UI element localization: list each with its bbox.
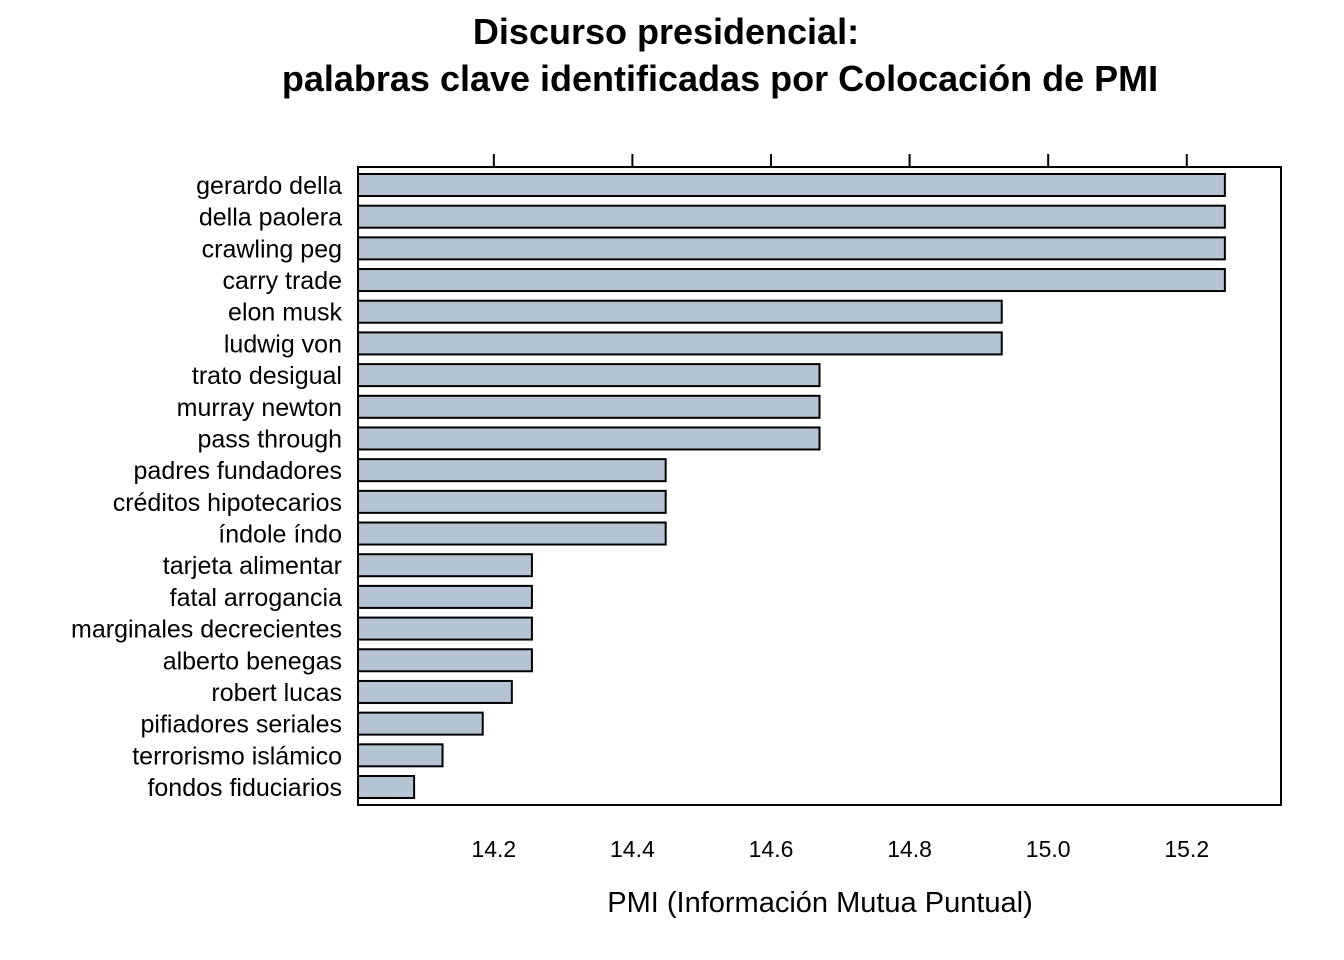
category-label: padres fundadores bbox=[134, 457, 342, 485]
bar bbox=[357, 426, 821, 451]
bar bbox=[357, 236, 1226, 261]
bar bbox=[357, 173, 1226, 197]
category-label: carry trade bbox=[223, 267, 342, 295]
bar bbox=[357, 616, 533, 641]
bar bbox=[357, 521, 667, 546]
category-label: alberto benegas bbox=[163, 647, 342, 675]
bar bbox=[357, 775, 416, 799]
bar bbox=[357, 268, 1226, 293]
x-tick-label: 14.4 bbox=[610, 836, 655, 862]
category-label: ludwig von bbox=[224, 330, 342, 358]
category-label: robert lucas bbox=[211, 679, 342, 707]
x-tick-label: 15.0 bbox=[1026, 836, 1071, 862]
chart-title-line-1: Discurso presidencial: bbox=[473, 11, 859, 52]
bar bbox=[357, 394, 821, 419]
bar bbox=[357, 299, 1003, 324]
bar bbox=[357, 711, 484, 736]
bar bbox=[357, 331, 1003, 356]
bar bbox=[357, 204, 1226, 229]
bar bbox=[357, 679, 513, 704]
plot-frame bbox=[357, 166, 1282, 806]
category-label: crawling peg bbox=[202, 235, 342, 263]
x-tick-label: 14.2 bbox=[471, 836, 516, 862]
x-tick-label: 15.2 bbox=[1164, 836, 1209, 862]
x-tick-label: 14.8 bbox=[887, 836, 932, 862]
x-tick-label: 14.6 bbox=[749, 836, 794, 862]
category-label: marginales decrecientes bbox=[71, 616, 342, 644]
category-label: pifiadores seriales bbox=[141, 711, 343, 739]
category-label: elon musk bbox=[228, 299, 342, 327]
bar bbox=[357, 363, 821, 388]
bar bbox=[357, 553, 533, 578]
category-label: fatal arrogancia bbox=[170, 584, 342, 612]
category-label: pass through bbox=[197, 425, 342, 453]
category-label: fondos fiduciarios bbox=[147, 774, 342, 802]
bar bbox=[357, 584, 533, 609]
category-label: murray newton bbox=[177, 394, 342, 422]
category-label: della paolera bbox=[199, 204, 342, 232]
category-label: trato desigual bbox=[192, 362, 342, 390]
category-label: índole índo bbox=[218, 521, 342, 549]
category-label: gerardo della bbox=[196, 172, 342, 200]
bar bbox=[357, 489, 667, 514]
category-label: terrorismo islámico bbox=[132, 742, 342, 770]
category-label: tarjeta alimentar bbox=[163, 552, 342, 580]
bar bbox=[357, 648, 533, 673]
category-label: créditos hipotecarios bbox=[113, 489, 342, 517]
x-axis-label: PMI (Información Mutua Puntual) bbox=[607, 887, 1033, 919]
bar bbox=[357, 743, 444, 768]
bar bbox=[357, 458, 667, 483]
chart-title-line-2: palabras clave identificadas por Colocac… bbox=[282, 58, 1158, 99]
